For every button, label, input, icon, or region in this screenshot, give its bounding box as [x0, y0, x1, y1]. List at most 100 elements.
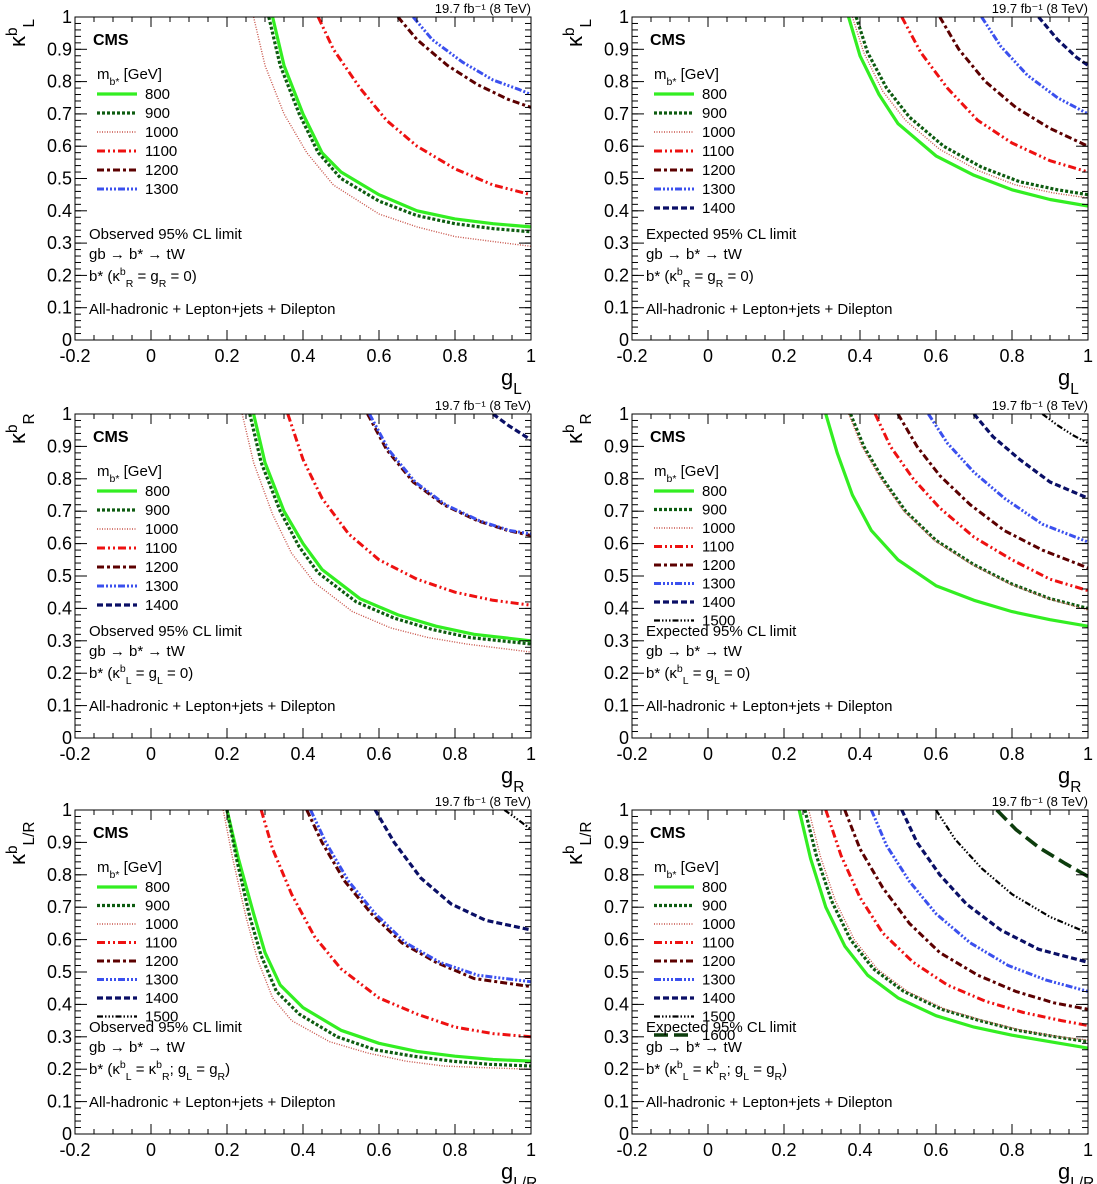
legend-title: mb* [GeV]: [654, 66, 719, 88]
curves: [241, 414, 531, 653]
y-axis-title: κbL: [561, 18, 595, 47]
series-line-1300: [870, 810, 1088, 993]
legend-label-1300: 1300: [145, 972, 178, 989]
legend-label-800: 800: [145, 86, 170, 103]
series-line-1100: [900, 17, 1088, 174]
series-line-1100: [259, 810, 531, 1039]
x-tick-label: 0.8: [999, 346, 1024, 366]
series-line-1400: [1037, 17, 1088, 67]
y-tick-label: 0.2: [47, 265, 72, 285]
legend-label-1000: 1000: [145, 521, 178, 538]
y-tick-label: 0.9: [604, 832, 629, 852]
coupling-label: b* (κbL = κbR; gL = gR): [89, 1059, 230, 1083]
series-line-1000: [252, 17, 531, 247]
y-tick-label: 0.3: [47, 631, 72, 651]
legend-label-900: 900: [702, 105, 727, 122]
cms-label: CMS: [93, 825, 129, 842]
legend-label-1000: 1000: [145, 916, 178, 933]
process-label: gb → b* → tW: [646, 1039, 743, 1056]
y-tick-label: 0.4: [47, 201, 72, 221]
x-tick-label: -0.2: [616, 744, 647, 764]
y-tick-label: 0.9: [604, 39, 629, 59]
y-tick-label: 0.6: [47, 534, 72, 554]
legend-title: mb* [GeV]: [97, 66, 162, 88]
process-label: gb → b* → tW: [646, 643, 743, 660]
x-tick-label: 0.2: [214, 346, 239, 366]
x-tick-label: -0.2: [59, 744, 90, 764]
y-tick-label: 0.5: [47, 962, 72, 982]
series-line-800: [225, 810, 531, 1063]
series-line-1400: [972, 414, 1088, 500]
x-tick-label: 0.4: [847, 1140, 872, 1160]
series-line-1300: [309, 810, 531, 984]
x-tick-label: -0.2: [616, 346, 647, 366]
limit-type-label: Observed 95% CL limit: [89, 226, 243, 243]
coupling-label: b* (κbL = κbR; gL = gR): [646, 1059, 787, 1083]
x-tick-label: 0: [146, 744, 156, 764]
x-tick-label: 0.8: [442, 346, 467, 366]
y-tick-label: 0.2: [47, 1059, 72, 1079]
x-tick-label: 0.2: [771, 1140, 796, 1160]
y-tick-label: 0.6: [47, 136, 72, 156]
series-line-1100: [824, 810, 1088, 1027]
coupling-label: b* (κbL = gL = 0): [646, 663, 750, 687]
legend-label-1000: 1000: [702, 520, 735, 537]
y-tick-label: 0.6: [604, 534, 629, 554]
x-tick-label: 0.2: [771, 744, 796, 764]
curves: [797, 810, 1088, 1050]
x-tick-label: 0.4: [290, 744, 315, 764]
y-tick-label: 0.3: [47, 1027, 72, 1047]
cms-label: CMS: [650, 32, 686, 49]
limit-type-label: Expected 95% CL limit: [646, 226, 797, 243]
series-line-900: [854, 17, 1088, 197]
process-label: gb → b* → tW: [89, 246, 186, 263]
series-line-1200: [305, 810, 531, 989]
series-line-900: [248, 414, 531, 646]
cms-label: CMS: [650, 825, 686, 842]
y-tick-label: 0.6: [604, 930, 629, 950]
lumi-label: 19.7 fb⁻¹ (8 TeV): [992, 398, 1088, 413]
series-line-900: [849, 414, 1088, 610]
y-tick-label: 0.4: [604, 598, 629, 618]
y-tick-label: 0.1: [604, 298, 629, 318]
legend-label-800: 800: [702, 879, 727, 896]
y-tick-label: 0.1: [47, 1092, 72, 1112]
channels-label: All-hadronic + Lepton+jets + Dilepton: [89, 1094, 335, 1111]
legend-label-1400: 1400: [702, 594, 735, 611]
x-axis-title: gL/R: [1058, 1159, 1094, 1184]
y-tick-label: 0.8: [47, 865, 72, 885]
coupling-label: b* (κbR = gR = 0): [646, 266, 754, 290]
legend-label-1000: 1000: [702, 124, 735, 141]
y-tick-label: 0.6: [47, 930, 72, 950]
y-tick-label: 0.4: [604, 201, 629, 221]
series-line-900: [225, 810, 531, 1068]
x-tick-label: 0.8: [442, 744, 467, 764]
series-line-1400: [492, 414, 531, 442]
x-tick-label: 0.4: [847, 346, 872, 366]
x-tick-label: 0: [146, 346, 156, 366]
cms-label: CMS: [93, 32, 129, 49]
series-line-1200: [938, 17, 1088, 148]
legend-label-1100: 1100: [702, 539, 734, 556]
legend-label-1400: 1400: [702, 990, 735, 1007]
legend-label-1100: 1100: [702, 935, 734, 952]
legend-title: mb* [GeV]: [654, 859, 719, 881]
panel-expected-left-right: -0.2 0 0.2 0.4 0.6 0.8 100.10.20.30.40.50.60.7…: [561, 794, 1095, 1184]
lumi-label: 19.7 fb⁻¹ (8 TeV): [435, 794, 531, 809]
x-tick-label: 0.8: [999, 1140, 1024, 1160]
x-tick-label: 0.6: [366, 744, 391, 764]
legend-label-1300: 1300: [702, 576, 735, 593]
y-tick-label: 0.3: [604, 1027, 629, 1047]
legend-label-800: 800: [145, 483, 170, 500]
x-tick-label: 0.6: [923, 1140, 948, 1160]
series-line-800: [797, 810, 1088, 1050]
series-line-1300: [412, 17, 531, 96]
legend-title: mb* [GeV]: [97, 859, 162, 881]
y-tick-label: 0.5: [47, 169, 72, 189]
legend-label-1100: 1100: [145, 935, 177, 952]
y-tick-label: 0: [619, 728, 629, 748]
y-axis-title: κbR: [561, 413, 595, 444]
legend-label-800: 800: [702, 86, 727, 103]
legend-label-900: 900: [145, 502, 170, 519]
x-tick-label: 0.6: [366, 1140, 391, 1160]
